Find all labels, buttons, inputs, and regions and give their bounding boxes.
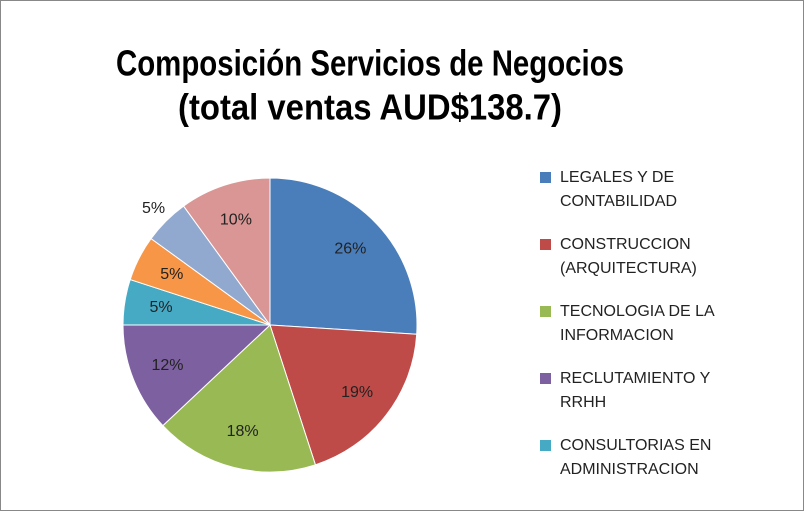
data-label: 5% bbox=[142, 200, 165, 217]
data-label: 5% bbox=[160, 266, 183, 283]
pie-slice bbox=[162, 324, 317, 473]
legend-entry: LEGALES Y DE CONTABILIDAD bbox=[540, 166, 740, 233]
legend-swatch bbox=[540, 172, 551, 183]
legend-swatch bbox=[540, 373, 551, 384]
data-label: 12% bbox=[151, 357, 183, 374]
data-label: 10% bbox=[220, 211, 252, 228]
legend-swatch bbox=[540, 440, 551, 451]
pie-slice bbox=[269, 324, 418, 466]
legend-label: CONSULTORIAS EN ADMINISTRACION bbox=[560, 437, 712, 478]
legend-label: TECNOLOGIA DE LA INFORMACION bbox=[560, 303, 714, 344]
legend-swatch bbox=[540, 239, 551, 250]
legend-label: CONSTRUCCION (ARQUITECTURA) bbox=[560, 236, 697, 277]
legend-label: LEGALES Y DE CONTABILIDAD bbox=[560, 169, 678, 210]
data-label: 18% bbox=[227, 423, 259, 440]
legend-label: RECLUTAMIENTO Y RRHH bbox=[560, 370, 710, 411]
data-label: 5% bbox=[150, 299, 173, 316]
pie-slice bbox=[269, 177, 418, 335]
data-label: 26% bbox=[334, 241, 366, 258]
legend-entry: RECLUTAMIENTO Y RRHH bbox=[540, 367, 740, 434]
chart-title: Composición Servicios de Negocios bbox=[116, 43, 624, 84]
chart-title: (total ventas AUD$138.7) bbox=[178, 87, 562, 128]
data-label: 19% bbox=[341, 384, 373, 401]
legend-entry: CONSTRUCCION (ARQUITECTURA) bbox=[540, 233, 740, 300]
pie-slice bbox=[122, 324, 272, 427]
legend-entry: CONSULTORIAS EN ADMINISTRACION bbox=[540, 434, 740, 501]
legend-entry: TECNOLOGIA DE LA INFORMACION bbox=[540, 300, 740, 367]
legend: LEGALES Y DE CONTABILIDAD CONSTRUCCION (A… bbox=[540, 166, 740, 501]
pie-slice bbox=[182, 177, 271, 327]
legend-swatch bbox=[540, 306, 551, 317]
